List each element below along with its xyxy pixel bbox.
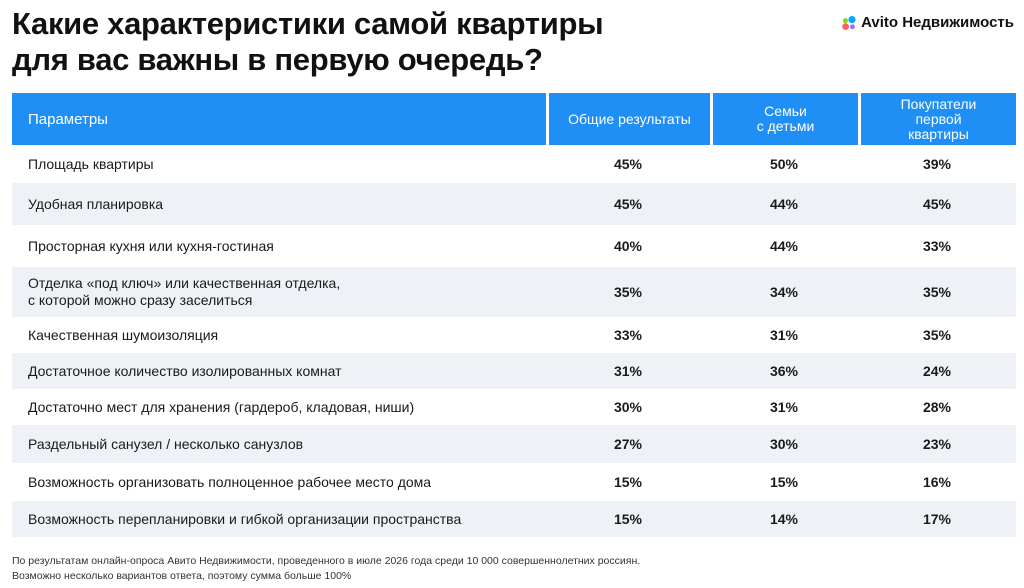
table-body: Площадь квартиры 45% 50% 39% Удобная планиро…	[12, 145, 1016, 537]
cell-families: 44%	[769, 238, 799, 254]
cell-first-buyers: 35%	[922, 327, 952, 343]
cell-overall: 40%	[613, 238, 643, 254]
cell-families: 30%	[769, 436, 799, 452]
table-row: Удобная планировка 45% 44% 45%	[12, 183, 1016, 225]
cell-first-buyers: 17%	[922, 511, 952, 527]
cell-families: 34%	[769, 284, 799, 300]
row-param-label: Достаточно мест для хранения (гардероб, …	[28, 398, 415, 415]
table-row: Качественная шумоизоляция 33% 31% 35%	[12, 317, 1016, 353]
title-line-1: Какие характеристики самой квартиры	[12, 6, 604, 41]
cell-families: 15%	[769, 474, 799, 490]
cell-first-buyers: 39%	[922, 156, 952, 172]
row-param-label: Раздельный санузел / несколько санузлов	[28, 435, 304, 452]
title-line-2: для вас важны в первую очередь?	[12, 42, 543, 77]
cell-families: 36%	[769, 363, 799, 379]
table-row: Достаточное количество изолированных ком…	[12, 353, 1016, 389]
footnote-line-2: Возможно несколько вариантов ответа, поэ…	[12, 570, 352, 582]
header-overall: Общие результаты	[546, 93, 710, 145]
table-row: Просторная кухня или кухня-гостиная 40% 44…	[12, 225, 1016, 267]
cell-overall: 45%	[613, 196, 643, 212]
footnote-line-1: По результатам онлайн-опроса Авито Недви…	[12, 555, 641, 567]
cell-first-buyers: 24%	[922, 363, 952, 379]
cell-first-buyers: 35%	[922, 284, 952, 300]
cell-overall: 33%	[613, 327, 643, 343]
cell-families: 50%	[769, 156, 799, 172]
cell-overall: 30%	[613, 399, 643, 415]
logo-text: Avito Недвижимость	[861, 14, 1014, 31]
header-params: Параметры	[28, 110, 108, 128]
table-row: Отделка «под ключ» или качественная отде…	[12, 267, 1016, 317]
cell-overall: 15%	[613, 474, 643, 490]
avito-logo: Avito Недвижимость	[841, 14, 1014, 31]
footnote: По результатам онлайн-опроса Авито Недви…	[12, 554, 912, 584]
cell-first-buyers: 23%	[922, 436, 952, 452]
table-row: Раздельный санузел / несколько санузлов 2…	[12, 425, 1016, 463]
table-row: Возможность перепланировки и гибкой орга…	[12, 501, 1016, 537]
avito-dots-icon	[842, 15, 856, 30]
cell-overall: 27%	[613, 436, 643, 452]
row-param-label: Возможность организовать полноценное раб…	[28, 473, 432, 490]
header-first-buyers: Покупатели первой квартиры	[858, 93, 1016, 145]
row-param-label: Площадь квартиры	[28, 155, 154, 172]
cell-first-buyers: 16%	[922, 474, 952, 490]
table-row: Достаточно мест для хранения (гардероб, …	[12, 389, 1016, 425]
cell-families: 31%	[769, 327, 799, 343]
row-param-label: Достаточное количество изолированных ком…	[28, 362, 342, 379]
table-row: Возможность организовать полноценное раб…	[12, 463, 1016, 501]
cell-first-buyers: 28%	[922, 399, 952, 415]
row-param-label: Качественная шумоизоляция	[28, 326, 219, 343]
cell-overall: 15%	[613, 511, 643, 527]
row-param-label: Возможность перепланировки и гибкой орга…	[28, 510, 462, 527]
row-param-label: Просторная кухня или кухня-гостиная	[28, 237, 274, 254]
page-title: Какие характеристики самой квартиры для …	[12, 6, 712, 78]
table-header: Параметры Общие результаты Семьи с детьм…	[12, 93, 1016, 145]
cell-families: 44%	[769, 196, 799, 212]
cell-families: 31%	[769, 399, 799, 415]
cell-first-buyers: 33%	[922, 238, 952, 254]
cell-first-buyers: 45%	[922, 196, 952, 212]
cell-overall: 45%	[613, 156, 643, 172]
cell-overall: 31%	[613, 363, 643, 379]
row-param-label: Удобная планировка	[28, 195, 164, 212]
row-param-label: Отделка «под ключ» или качественная отде…	[28, 275, 341, 308]
header-families: Семьи с детьми	[710, 93, 858, 145]
cell-overall: 35%	[613, 284, 643, 300]
cell-families: 14%	[769, 511, 799, 527]
results-table: Параметры Общие результаты Семьи с детьм…	[12, 93, 1016, 537]
table-row: Площадь квартиры 45% 50% 39%	[12, 145, 1016, 183]
